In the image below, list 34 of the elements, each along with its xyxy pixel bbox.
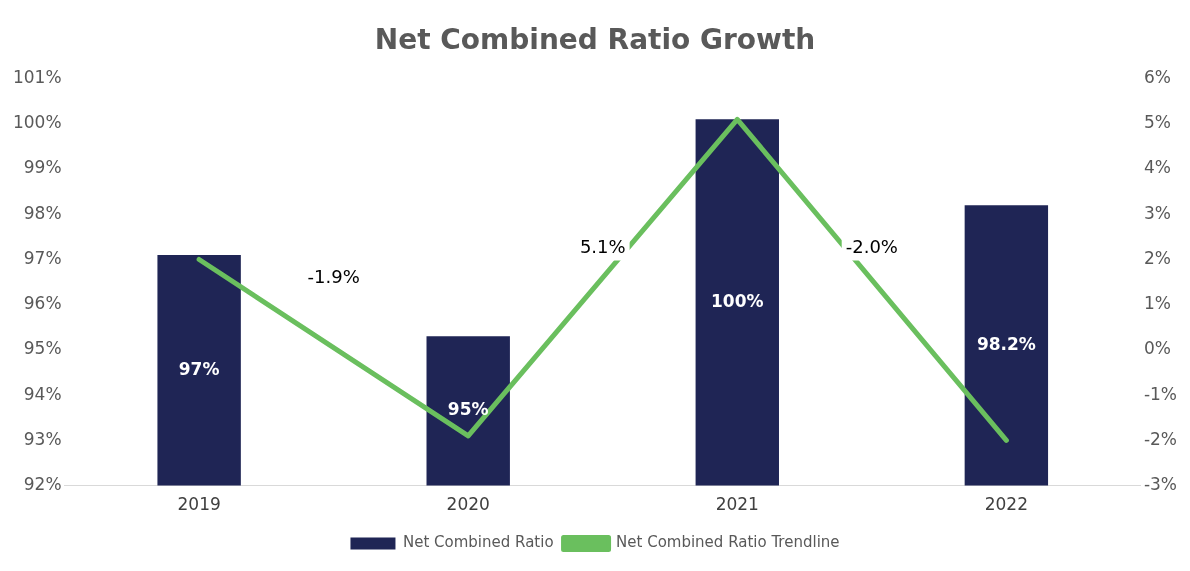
y2-tick-label: -3%	[1143, 474, 1178, 495]
y-tick-label: 101%	[12, 67, 62, 88]
chart-title: Net Combined Ratio Growth	[374, 23, 816, 57]
y-tick-label: 99%	[23, 157, 62, 178]
y-tick-label: 92%	[23, 474, 62, 495]
y-tick-label: 100%	[12, 112, 62, 133]
x-tick-label: 2022	[984, 494, 1028, 515]
data-label: 98.2%	[976, 333, 1036, 354]
y2-tick-label: 2%	[1143, 247, 1171, 268]
y-tick-label: 93%	[23, 428, 62, 449]
y2-tick-label: 3%	[1143, 202, 1171, 223]
data-label: 95%	[447, 399, 489, 420]
annotation: 5.1%	[579, 236, 626, 258]
legend-label: Net Combined Ratio	[402, 533, 554, 552]
legend-label: Net Combined Ratio Trendline	[616, 533, 840, 552]
y2-tick-label: 1%	[1143, 293, 1171, 314]
y2-tick-label: 6%	[1143, 67, 1171, 88]
y-tick-label: 94%	[23, 383, 62, 404]
y2-tick-label: 4%	[1143, 157, 1171, 178]
y2-tick-label: 5%	[1143, 112, 1171, 133]
y2-tick-label: 0%	[1143, 338, 1171, 359]
y2-tick-label: -1%	[1143, 383, 1178, 404]
y2-tick-label: -2%	[1143, 428, 1178, 449]
x-tick-label: 2019	[177, 494, 221, 515]
y-tick-label: 95%	[23, 338, 62, 359]
y-tick-label: 97%	[23, 247, 62, 268]
x-tick-label: 2021	[715, 494, 759, 515]
data-label: 100%	[711, 290, 764, 311]
x-tick-label: 2020	[446, 494, 490, 515]
annotation: -1.9%	[307, 266, 360, 288]
y-tick-label: 96%	[23, 293, 62, 314]
y-tick-label: 98%	[23, 202, 62, 223]
annotation: -2.0%	[845, 236, 898, 258]
data-label: 97%	[178, 358, 220, 379]
